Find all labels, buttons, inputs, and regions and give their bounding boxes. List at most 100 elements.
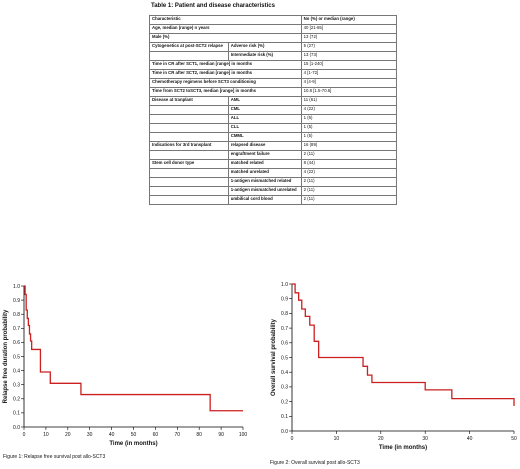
table-cell-c3: 2 (11) bbox=[300, 186, 398, 196]
table-cell-c3: 11 (61) bbox=[300, 96, 398, 106]
table-cell-c3: 13 (73) bbox=[300, 51, 398, 61]
table-cell-c1: Male (%) bbox=[149, 33, 302, 43]
table-cell-c3: 40 [21-65] bbox=[300, 24, 398, 34]
table-cell-c1: Time in CR after SCT2, median [range] in… bbox=[149, 69, 302, 79]
table-cell-c2: CMML bbox=[227, 132, 302, 142]
table-row: matched unrelated 4 (22) bbox=[149, 168, 398, 178]
table-row: 1-antigen mismatched unrelated 2 (11) bbox=[149, 186, 398, 196]
table-cell-c2: 1-antigen mismatched related bbox=[227, 177, 302, 187]
table-cell-c2: umbilical cord blood bbox=[227, 195, 302, 205]
relapse-free-survival-chart: 0.0 0.1 0.2 0.3 0.4 0.5 0.6 0.7 0.8 0.9 1.0 0 10 20 30… bbox=[3, 284, 248, 447]
y-tick-label: 0.1 bbox=[13, 411, 20, 417]
y-tick-label: 0.3 bbox=[281, 385, 288, 391]
table-cell-c1 bbox=[149, 186, 229, 196]
table-row: Age, median (range) n years 40 [21-65] bbox=[149, 24, 398, 34]
x-tick-label: 30 bbox=[422, 436, 428, 442]
table-cell-c1: Disease at tranplant bbox=[149, 96, 229, 106]
survival-curve-series-0 bbox=[292, 283, 515, 407]
y-tick-label: 0.3 bbox=[13, 383, 20, 389]
table-cell-c3: 4 (22) bbox=[300, 168, 398, 178]
table-row: Disease at tranplant AML 11 (61) bbox=[149, 96, 398, 106]
x-tick-label: 0 bbox=[23, 432, 26, 438]
y-tick-label: 0.8 bbox=[13, 312, 20, 318]
table-cell-c2: relapsed disease bbox=[227, 141, 302, 151]
table-cell-c3: 2 (11) bbox=[300, 150, 398, 160]
table-cell-c1 bbox=[149, 105, 229, 115]
table-row: Male (%) 13 (72) bbox=[149, 33, 398, 43]
table-row: umbilical cord blood 2 (11) bbox=[149, 195, 398, 205]
table-cell-c2: Adverse risk (%) bbox=[227, 42, 302, 52]
y-tick-label: 0.2 bbox=[281, 399, 288, 405]
table-cell-c2: matched unrelated bbox=[227, 168, 302, 178]
x-axis-label: Time (in months) bbox=[109, 441, 157, 447]
table-cell-c1 bbox=[149, 51, 229, 61]
header-characteristic: Characteristic bbox=[149, 15, 302, 25]
y-axis-label: Relapse free duration probability bbox=[3, 309, 9, 403]
x-tick-label: 40 bbox=[467, 436, 473, 442]
x-tick-label: 50 bbox=[511, 436, 517, 442]
x-tick-label: 100 bbox=[239, 432, 248, 438]
header-value: No (%) or median (range) bbox=[300, 15, 398, 25]
y-tick-label: 0.5 bbox=[281, 355, 288, 361]
table-row: Cytogenetics at post-SCT2 relapse Adverse… bbox=[149, 42, 398, 52]
table-cell-c1 bbox=[149, 177, 229, 187]
x-tick-label: 40 bbox=[109, 432, 115, 438]
y-tick-label: 0.7 bbox=[281, 326, 288, 332]
y-tick-label: 0.6 bbox=[13, 340, 20, 346]
table-row: ALL 1 (6) bbox=[149, 114, 398, 124]
table-row: Time from SCT2 toSCT3, median [range] in… bbox=[149, 87, 398, 97]
table-cell-c1: Time in CR after SCT1, median [range] in… bbox=[149, 60, 302, 70]
y-tick-label: 0.9 bbox=[13, 298, 20, 304]
table-row: 1-antigen mismatched related 2 (11) bbox=[149, 177, 398, 187]
table-cell-c1 bbox=[149, 132, 229, 142]
x-tick-label: 10 bbox=[43, 432, 49, 438]
y-axis-label: Overall survival probability bbox=[271, 318, 277, 396]
table-row: CML 4 (22) bbox=[149, 105, 398, 115]
table-cell-c2: matched related bbox=[227, 159, 302, 169]
table-cell-c3: 2 (11) bbox=[300, 177, 398, 187]
table-cell-c1 bbox=[149, 150, 229, 160]
table-cell-c1: Stem cell donor type bbox=[149, 159, 229, 169]
table-cell-c3: 1 (5) bbox=[300, 132, 398, 142]
table-cell-c3: 2 (11) bbox=[300, 195, 398, 205]
table-row: Time in CR after SCT2, median [range] in… bbox=[149, 69, 398, 79]
y-tick-label: 0.5 bbox=[13, 354, 20, 360]
y-tick-label: 0.2 bbox=[13, 397, 20, 403]
table-cell-c2: ALL bbox=[227, 114, 302, 124]
table-row: Indications for 3rd transplant relapsed d… bbox=[149, 141, 398, 151]
y-tick-label: 0.6 bbox=[281, 341, 288, 347]
table-cell-c1: Cytogenetics at post-SCT2 relapse bbox=[149, 42, 229, 52]
y-tick-label: 0.4 bbox=[281, 370, 288, 376]
overall-survival-chart: 0.0 0.1 0.2 0.3 0.4 0.5 0.6 0.7 0.8 0.9 1.0 0 10 20 30… bbox=[271, 282, 517, 451]
x-tick-label: 60 bbox=[153, 432, 159, 438]
table-row: CLL 1 (5) bbox=[149, 123, 398, 133]
table-cell-c1: Chemotherapy regimens before SCT3 condit… bbox=[149, 78, 302, 88]
table-cell-c3: 8 (44) bbox=[300, 159, 398, 169]
y-tick-label: 1.0 bbox=[281, 282, 288, 288]
table-row: Chemotherapy regimens before SCT3 condit… bbox=[149, 78, 398, 88]
x-tick-label: 20 bbox=[65, 432, 71, 438]
table-cell-c3: 16 (89) bbox=[300, 141, 398, 151]
table-cell-c3: 1 (5) bbox=[300, 123, 398, 133]
table-cell-c3: 13 (72) bbox=[300, 33, 398, 43]
table-cell-c1: Time from SCT2 toSCT3, median [range] in… bbox=[149, 87, 302, 97]
table-cell-c3: 4 [1-72] bbox=[300, 69, 398, 79]
table-cell-c1: Age, median (range) n years bbox=[149, 24, 302, 34]
table-cell-c3: 1 (6) bbox=[300, 114, 398, 124]
table-header-row: Characteristic No (%) or median (range) bbox=[149, 15, 398, 25]
table-title: Table 1: Patient and disease characteris… bbox=[151, 3, 275, 9]
table-cell-c1 bbox=[149, 168, 229, 178]
table-cell-c3: 10.8 [1.5-70.6] bbox=[300, 87, 398, 97]
table-cell-c3: 4 (22) bbox=[300, 105, 398, 115]
x-axis-label: Time (in months) bbox=[379, 445, 427, 451]
survival-curve-series-0 bbox=[24, 285, 243, 412]
y-tick-label: 1.0 bbox=[13, 284, 20, 290]
y-tick-label: 0.7 bbox=[13, 326, 20, 332]
table-cell-c2: CML bbox=[227, 105, 302, 115]
table-cell-c3: 4 [4-9] bbox=[300, 78, 398, 88]
table-row: CMML 1 (5) bbox=[149, 132, 398, 142]
table-cell-c2: engraftment failure bbox=[227, 150, 302, 160]
y-tick-label: 0.0 bbox=[281, 429, 288, 435]
table-cell-c1 bbox=[149, 114, 229, 124]
y-tick-label: 0.9 bbox=[281, 297, 288, 303]
